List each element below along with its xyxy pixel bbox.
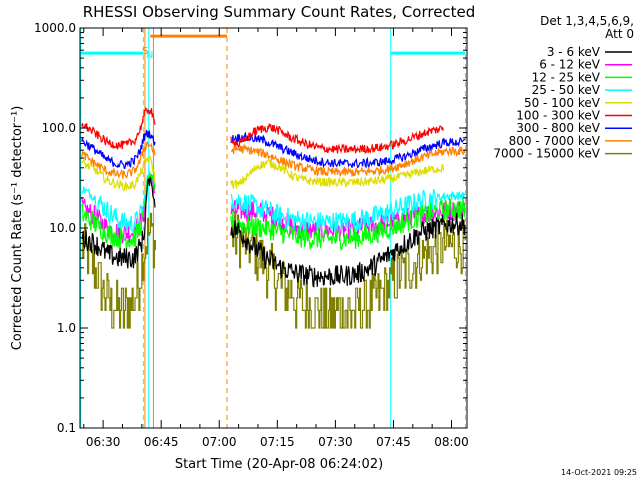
- legend-title: Det 1,3,4,5,6,9,Att 0: [540, 14, 634, 41]
- legend-label: 7000 - 15000 keV: [493, 147, 600, 161]
- series-line: [81, 176, 156, 269]
- x-tick-label: 06:45: [144, 435, 179, 449]
- legend-label: 300 - 800 keV: [516, 121, 600, 135]
- series-line: [230, 143, 466, 177]
- series-line: [230, 212, 466, 288]
- series-line: [81, 106, 156, 150]
- series-line: [230, 158, 444, 191]
- legend-label: 100 - 300 keV: [516, 109, 600, 123]
- flag-marker-s: S: [142, 46, 148, 57]
- footer-timestamp: 14-Oct-2021 09:25: [561, 468, 637, 477]
- legend-label: 6 - 12 keV: [539, 58, 601, 72]
- series-line: [81, 173, 156, 250]
- series-line: [230, 131, 466, 169]
- y-tick-label: 100.0: [42, 121, 76, 135]
- legend-label: 3 - 6 keV: [547, 45, 601, 59]
- legend-label: 12 - 25 keV: [532, 70, 601, 84]
- series-line: [230, 211, 466, 329]
- series-line: [81, 212, 156, 329]
- x-tick-label: 07:00: [202, 435, 237, 449]
- legend-label: 25 - 50 keV: [532, 83, 601, 97]
- y-axis: 0.1 1.0 10.0 100.0 1000.0: [34, 21, 467, 435]
- series-line: [81, 154, 156, 192]
- y-tick-label: 1.0: [57, 321, 76, 335]
- series-line: [81, 140, 156, 180]
- y-tick-label: 10.0: [49, 221, 76, 235]
- chart-title: RHESSI Observing Summary Count Rates, Co…: [83, 3, 476, 21]
- series-line: [230, 197, 466, 251]
- legend-label: 50 - 100 keV: [524, 96, 601, 110]
- legend-title-line: Att 0: [605, 27, 634, 41]
- x-tick-label: 07:30: [318, 435, 353, 449]
- series-line: [230, 122, 444, 154]
- x-axis: 06:30 06:45 07:00 07:15 07:30 07:45 08:00: [83, 28, 469, 449]
- x-tick-label: 07:15: [260, 435, 295, 449]
- legend-title-line: Det 1,3,4,5,6,9,: [540, 14, 634, 28]
- legend-label: 800 - 7000 keV: [509, 134, 601, 148]
- flag-marker-n: N: [146, 50, 153, 61]
- series-line: [81, 129, 156, 169]
- y-tick-label: 1000.0: [34, 21, 76, 35]
- y-tick-label: 0.1: [57, 421, 76, 435]
- y-axis-label: Corrected Count Rate (s⁻¹ detector⁻¹): [10, 106, 25, 351]
- x-tick-label: 07:45: [376, 435, 411, 449]
- x-tick-label: 08:00: [434, 435, 469, 449]
- x-tick-label: 06:30: [86, 435, 121, 449]
- x-axis-label: Start Time (20-Apr-08 06:24:02): [175, 457, 383, 472]
